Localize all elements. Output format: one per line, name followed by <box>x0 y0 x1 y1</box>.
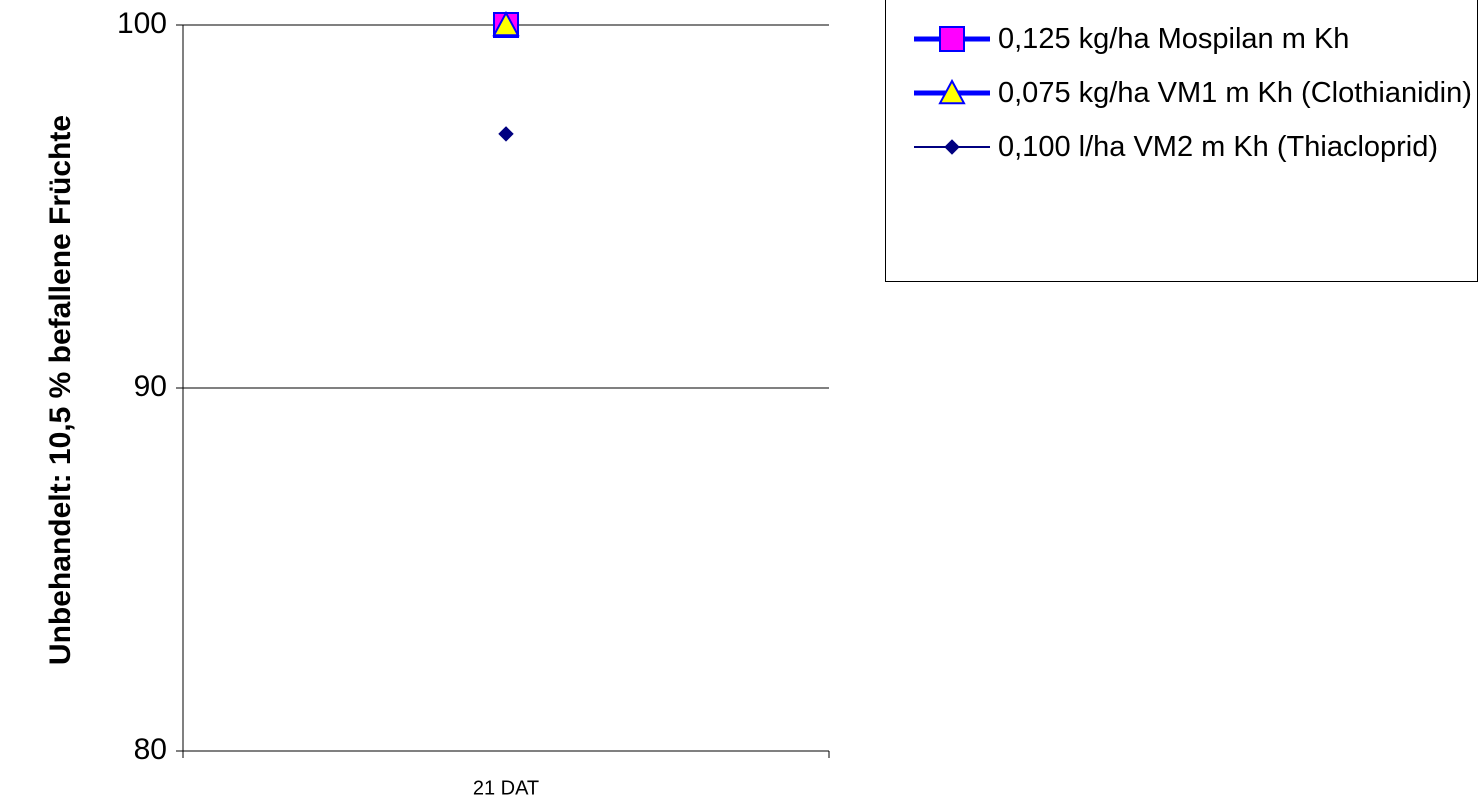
legend-icon <box>914 139 990 155</box>
y-axis-label: Unbehandelt: 10,5 % befallene Früchte <box>44 115 77 665</box>
legend-entry: 0,125 kg/ha Mospilan m Kh <box>886 22 1477 56</box>
marker <box>498 126 514 142</box>
x-tick-label: 21 DAT <box>473 777 539 799</box>
marker <box>492 10 520 37</box>
legend-entry: 0,100 l/ha VM2 m Kh (Thiacloprid) <box>886 130 1477 164</box>
legend-label: 0,100 l/ha VM2 m Kh (Thiacloprid) <box>998 131 1439 163</box>
marker <box>944 139 960 155</box>
marker <box>939 26 965 52</box>
legend-entry: 0,075 kg/ha VM1 m Kh (Clothianidin) <box>886 76 1477 110</box>
y-tick-label: 100 <box>117 7 167 40</box>
y-tick-label: 90 <box>134 370 167 403</box>
legend-icon <box>914 26 990 52</box>
legend-label: 0,075 kg/ha VM1 m Kh (Clothianidin) <box>998 77 1472 109</box>
legend-icon <box>914 78 990 105</box>
marker <box>938 78 966 105</box>
y-tick-label: 80 <box>134 733 167 766</box>
legend: 0,125 kg/ha Mospilan m Kh 0,075 kg/ha VM1… <box>885 0 1478 282</box>
legend-label: 0,125 kg/ha Mospilan m Kh <box>998 23 1350 55</box>
